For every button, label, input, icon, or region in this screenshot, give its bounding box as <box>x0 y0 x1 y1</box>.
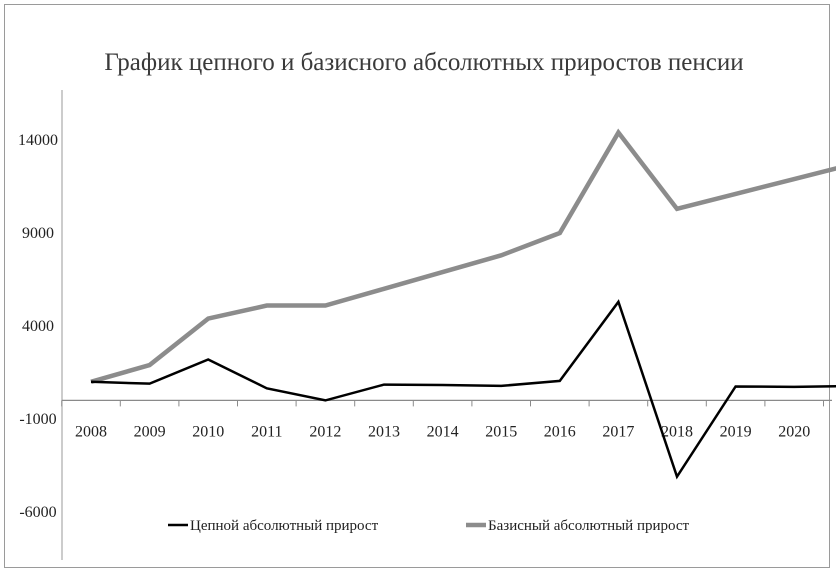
x-tick-label: 2019 <box>720 423 752 440</box>
x-tick-label: 2011 <box>251 423 282 440</box>
x-tick-label: 2008 <box>75 423 107 440</box>
series-layer <box>90 128 836 480</box>
series-line-base <box>90 128 836 384</box>
series-line-chain <box>90 299 836 480</box>
legend-label: Цепной абсолютный прирост <box>190 518 379 534</box>
x-tick-label: 2010 <box>192 423 224 440</box>
legend-label: Базисный абсолютный прирост <box>488 518 690 534</box>
x-axis: 2008 2009 2010 2011 2012 2013 2014 2015 2016 2017… <box>61 399 832 440</box>
y-tick-label: 14000 <box>18 132 58 149</box>
x-tick-label: 2017 <box>602 423 634 440</box>
x-tick-label: 2012 <box>309 423 341 440</box>
x-tick-label: 2016 <box>544 423 576 440</box>
x-tick-label: 2014 <box>427 423 459 440</box>
y-tick-label: -6000 <box>19 504 56 521</box>
x-tick-label: 2009 <box>134 423 166 440</box>
x-tick-label: 2015 <box>485 423 517 440</box>
y-tick-label: 9000 <box>22 225 54 242</box>
x-tick-label: 2013 <box>368 423 400 440</box>
chart-frame <box>4 4 830 568</box>
legend: Цепной абсолютный прирост Базисный абсолю… <box>168 518 690 534</box>
x-tick-label: 2018 <box>661 423 693 440</box>
y-tick-label: 4000 <box>22 318 54 335</box>
y-tick-label: -1000 <box>19 411 56 428</box>
chart-title: График цепного и базисного абсолютных пр… <box>104 49 743 76</box>
x-tick-label: 2020 <box>778 423 810 440</box>
y-axis: 14000 9000 4000 -1000 -6000 <box>18 90 63 560</box>
